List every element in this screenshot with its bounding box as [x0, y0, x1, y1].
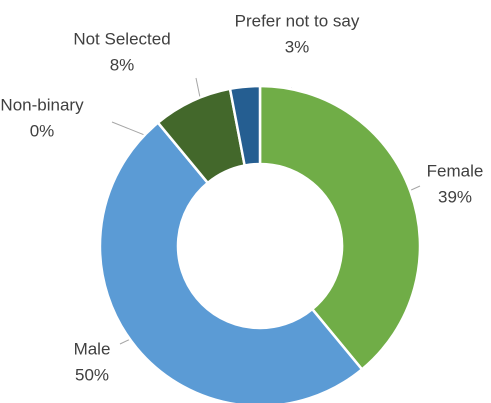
value-label: 3%	[285, 37, 310, 56]
value-label: 50%	[75, 365, 109, 384]
slice-label: Prefer not to say	[235, 11, 360, 30]
slice-label: Non-binary	[0, 95, 84, 114]
slice	[228, 84, 262, 167]
slice-label: Male	[74, 339, 111, 358]
value-label: 8%	[110, 55, 135, 74]
slice-label: Not Selected	[73, 29, 170, 48]
slice	[258, 84, 422, 372]
value-label: 39%	[438, 187, 472, 206]
slice	[98, 120, 364, 403]
slice-label: Female	[427, 161, 484, 180]
value-label: 0%	[30, 121, 55, 140]
